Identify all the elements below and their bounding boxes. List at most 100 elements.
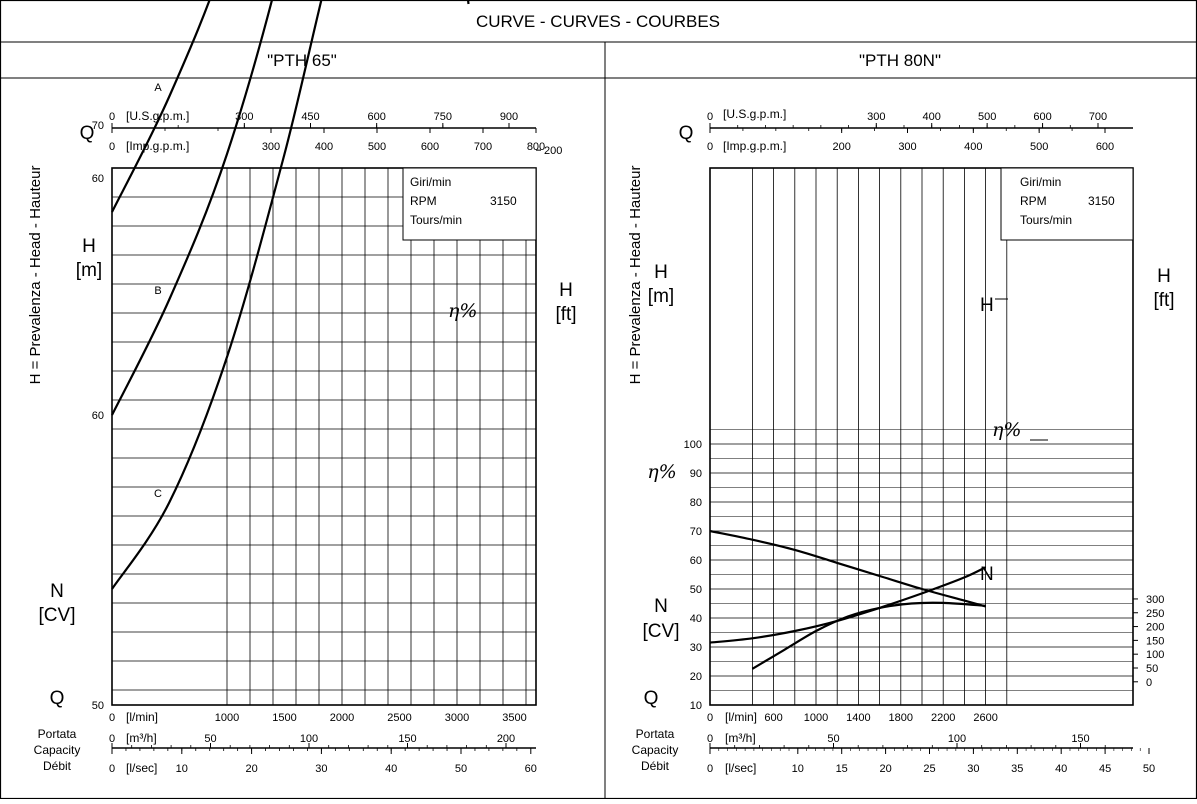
right-lmin-tick: 1400	[846, 712, 870, 724]
right-axes: 1020304050607080901000501001502002503000…	[684, 107, 1165, 775]
left-usgpm-tick: 300	[235, 111, 253, 123]
right-n-unit: [CV]	[643, 621, 680, 642]
left-impgpm-tick: 600	[421, 141, 439, 153]
left-lsec-tick: 10	[176, 763, 188, 775]
left-curves: ABC40455055575858ABC	[111, 0, 470, 590]
left-debit: Débit	[43, 759, 72, 773]
left-m3h-tick: 150	[398, 733, 416, 745]
right-lmin-unit: [l/min]	[725, 710, 757, 724]
right-ft-unit: [ft]	[1153, 290, 1174, 311]
right-q-bottom-label: Q	[644, 688, 659, 709]
right-m3h-tick: 150	[1071, 733, 1089, 745]
left-rpm-value: 3150	[490, 194, 517, 208]
right-usgpm-tick: 500	[978, 111, 996, 123]
left-rpm-line3: Tours/min	[410, 213, 462, 227]
right-lmin-tick: 2600	[973, 712, 997, 724]
right-ft-tick: 0	[1146, 677, 1152, 689]
right-lsec-tick: 20	[879, 763, 891, 775]
right-scale-tick: 20	[690, 671, 702, 683]
right-lmin-tick: 1800	[889, 712, 913, 724]
left-n-label: N	[50, 581, 64, 602]
right-lmin-tick: 1000	[804, 712, 828, 724]
right-ft-tick: 150	[1146, 635, 1164, 647]
right-ft-tick: 300	[1146, 594, 1164, 606]
right-plot-frame	[709, 167, 1134, 706]
left-lsec-tick: 40	[385, 763, 397, 775]
left-lmin-tick: 3000	[445, 712, 469, 724]
right-impgpm-unit: [Imp.g.p.m.]	[723, 139, 786, 153]
left-rpm-line2: RPM	[410, 194, 437, 208]
left-lsec-unit: [l/sec]	[126, 761, 157, 775]
right-scale-tick: 10	[690, 700, 702, 712]
left-usgpm-unit: [U.S.g.p.m.]	[126, 109, 189, 123]
right-ft-tick: 100	[1146, 649, 1164, 661]
left-m3h-tick: 50	[204, 733, 216, 745]
right-usgpm-unit: [U.S.g.p.m.]	[723, 107, 786, 121]
right-lsec-tick: 35	[1011, 763, 1023, 775]
right-curves	[709, 298, 1048, 670]
right-vertical-title: H = Prevalenza - Head - Hauteur	[627, 166, 644, 385]
right-rpm-value: 3150	[1088, 194, 1115, 208]
right-ft-tick: 50	[1146, 663, 1158, 675]
left-capacity: Capacity	[34, 743, 81, 757]
right-impgpm-tick: 400	[964, 141, 982, 153]
left-usgpm-tick: 450	[301, 111, 319, 123]
right-lsec-tick: 45	[1099, 763, 1111, 775]
right-n-curve-label: N	[980, 564, 994, 585]
right-impgpm-tick: 600	[1096, 141, 1114, 153]
left-rpm-line1: Giri/min	[410, 175, 451, 189]
right-scale-tick: 60	[690, 555, 702, 567]
left-lmin-tick: 1500	[272, 712, 296, 724]
left-power-curve-b	[111, 0, 274, 416]
left-impgpm-tick: 0	[109, 141, 115, 153]
right-lsec-tick: 50	[1143, 763, 1155, 775]
right-lmin-tick: 600	[764, 712, 782, 724]
left-power-tick: 70	[92, 120, 104, 132]
right-lmin-tick: 0	[707, 712, 713, 724]
header-title: CURVE - CURVES - COURBES	[476, 12, 720, 31]
left-power-curve-label: A	[154, 82, 162, 94]
right-debit: Débit	[641, 759, 670, 773]
right-m3h-tick: 0	[707, 733, 713, 745]
left-head-tick: 60	[92, 173, 104, 185]
right-scale-tick: 90	[690, 468, 702, 480]
right-rpm-line2: RPM	[1020, 194, 1047, 208]
left-usgpm-tick: 0	[109, 111, 115, 123]
left-m3h-tick: 200	[497, 733, 515, 745]
left-n-unit: [CV]	[39, 605, 76, 626]
right-impgpm-tick: 0	[707, 141, 713, 153]
left-h-label: H	[82, 236, 96, 257]
right-ft-tick: 200	[1146, 622, 1164, 634]
left-ft-label: H	[559, 280, 573, 301]
right-ft-tick: 250	[1146, 608, 1164, 620]
left-lmin-tick: 2500	[387, 712, 411, 724]
left-usgpm-tick: 900	[500, 111, 518, 123]
left-lsec-tick: 0	[109, 763, 115, 775]
left-impgpm-tick: 800	[527, 141, 545, 153]
left-grid	[112, 168, 536, 705]
right-capacity: Capacity	[632, 743, 679, 757]
left-eta-label: η%	[448, 300, 477, 322]
right-n-curve	[709, 566, 987, 644]
left-m3h-tick: 0	[109, 733, 115, 745]
right-scale-tick: 30	[690, 642, 702, 654]
left-power-tick: 60	[92, 410, 104, 422]
right-impgpm-tick: 500	[1030, 141, 1048, 153]
right-rpm-line1: Giri/min	[1020, 175, 1061, 189]
right-h-unit: [m]	[648, 286, 674, 307]
right-q-top-label: Q	[679, 123, 694, 144]
right-scale-tick: 80	[690, 497, 702, 509]
left-lmin-unit: [l/min]	[126, 710, 158, 724]
left-power-curve-a	[111, 0, 211, 213]
left-lmin-tick: 3500	[502, 712, 526, 724]
right-scale-tick: 50	[690, 584, 702, 596]
left-chart-title: "PTH 65"	[267, 51, 337, 70]
right-chart-title: "PTH 80N"	[859, 51, 941, 70]
left-impgpm-unit: [Imp.g.p.m.]	[126, 139, 189, 153]
right-m3h-unit: [m³/h]	[725, 731, 756, 745]
left-portata: Portata	[38, 727, 77, 741]
left-m3h-unit: [m³/h]	[126, 731, 157, 745]
right-lsec-tick: 10	[792, 763, 804, 775]
right-lsec-unit: [l/sec]	[725, 761, 756, 775]
right-h-label: H	[654, 262, 668, 283]
